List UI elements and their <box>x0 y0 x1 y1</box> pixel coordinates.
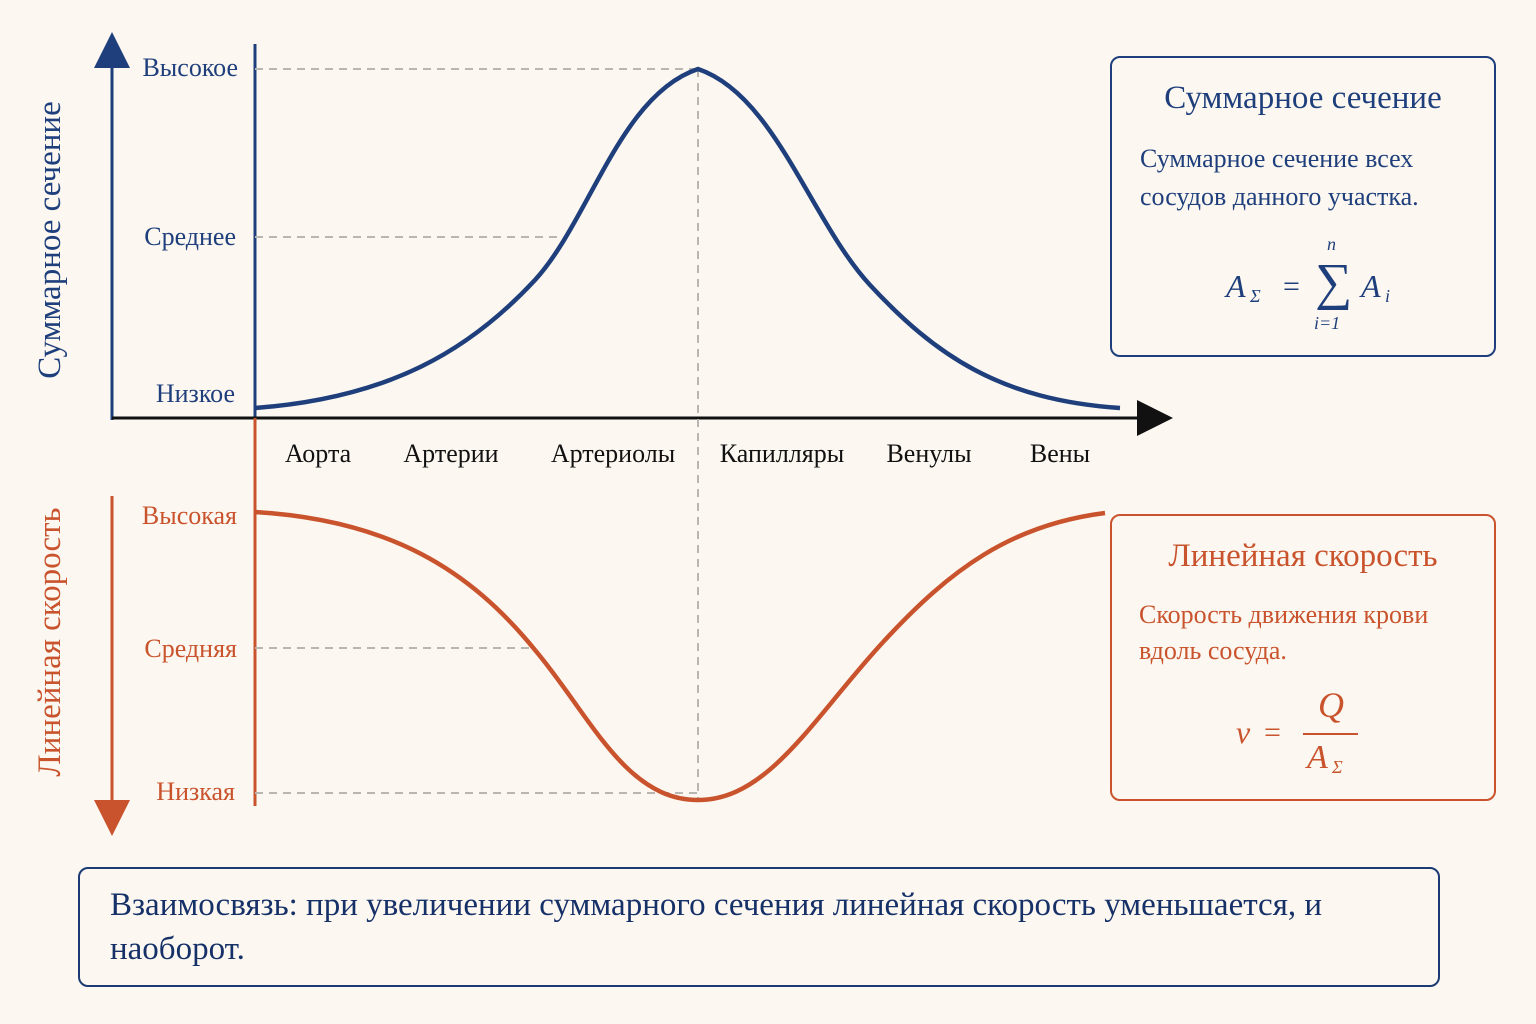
area-box-line2: сосудов данного участка. <box>1140 182 1419 211</box>
area-formula-lhs-sub: Σ <box>1250 286 1261 306</box>
area-formula: A Σ = ∑ n i=1 A i <box>1226 234 1416 334</box>
top-axis-title: Суммарное сечение <box>32 101 68 379</box>
relationship-text: Взаимосвязь: при увеличении суммарного с… <box>110 887 1323 967</box>
area-box-line1: Суммарное сечение всех <box>1140 144 1414 173</box>
level-low-area: Низкое <box>156 379 235 408</box>
speed-formula-eq: = <box>1264 716 1281 749</box>
category-veins: Вены <box>1030 439 1090 468</box>
category-arteries: Артерии <box>403 439 498 468</box>
area-formula-term: A <box>1361 268 1381 304</box>
speed-formula-denominator-sub: Σ <box>1332 757 1343 777</box>
speed-formula-fraction-bar <box>1303 733 1358 735</box>
area-formula-lhs: A <box>1226 268 1246 304</box>
level-mid-area: Среднее <box>144 222 236 251</box>
speed-box-line1: Скорость движения крови <box>1139 600 1429 629</box>
speed-formula-numerator: Q <box>1318 685 1344 725</box>
bottom-axis-title: Линейная скорость <box>32 507 68 776</box>
area-formula-upper: n <box>1327 234 1336 254</box>
speed-box-title: Линейная скорость <box>1168 538 1438 574</box>
speed-curve <box>254 509 1106 803</box>
category-capillaries: Капилляры <box>720 439 844 468</box>
speed-formula-lhs: v <box>1236 714 1251 750</box>
speed-info-box: Линейная скорость Скорость движения кров… <box>1110 514 1496 801</box>
speed-formula-denominator: A <box>1307 739 1328 776</box>
area-formula-lower: i=1 <box>1314 313 1341 333</box>
level-high-area: Высокое <box>142 53 238 82</box>
level-low-speed: Низкая <box>156 777 235 806</box>
category-venules: Венулы <box>886 439 971 468</box>
area-info-box: Суммарное сечение Суммарное сечение всех… <box>1110 56 1496 357</box>
speed-box-line2: вдоль сосуда. <box>1139 636 1287 665</box>
area-formula-term-sub: i <box>1385 286 1391 306</box>
speed-formula: v = Q A Σ <box>1236 684 1376 784</box>
area-box-title: Суммарное сечение <box>1164 80 1442 116</box>
category-arterioles: Артериолы <box>551 439 675 468</box>
level-high-speed: Высокая <box>142 501 237 530</box>
area-curve <box>254 66 1121 411</box>
relationship-box: Взаимосвязь: при увеличении суммарного с… <box>78 867 1440 987</box>
category-aorta: Аорта <box>285 439 352 468</box>
area-formula-eq: = <box>1283 270 1300 303</box>
area-formula-sum: ∑ <box>1315 254 1353 311</box>
level-mid-speed: Средняя <box>144 634 237 663</box>
